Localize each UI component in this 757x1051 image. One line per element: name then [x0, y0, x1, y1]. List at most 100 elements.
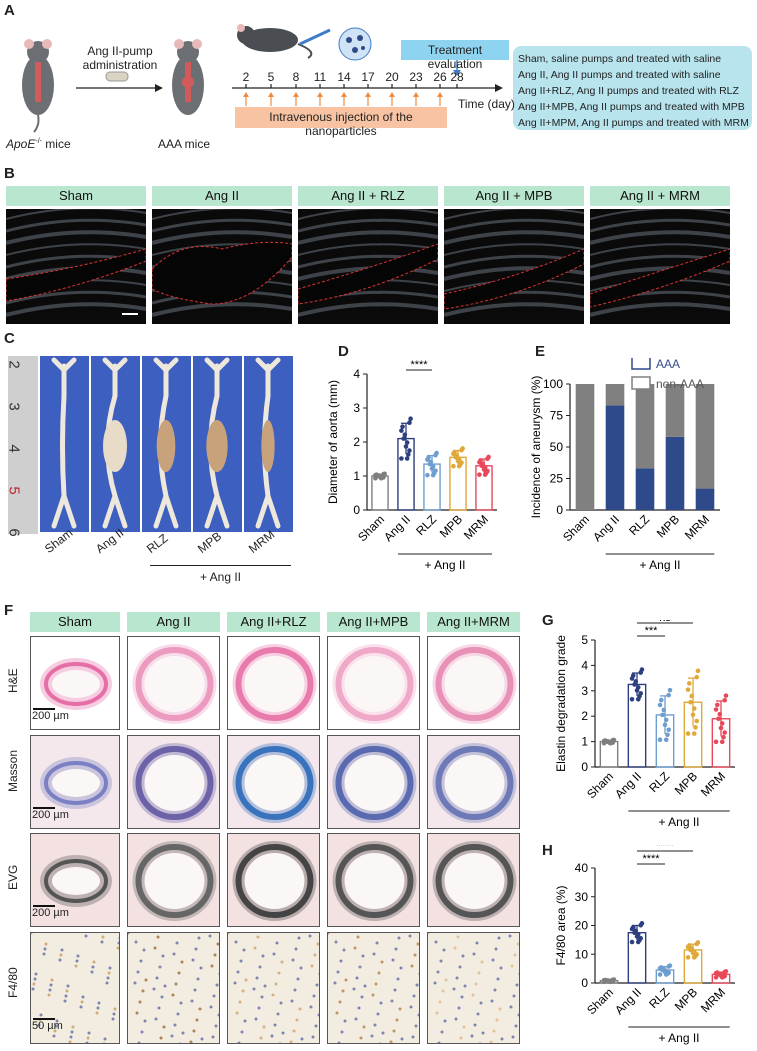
x-tick-label: RLZ: [646, 985, 672, 1011]
ultrasound-image: [152, 209, 292, 324]
y-tick-label: 3: [581, 684, 588, 698]
data-point: [630, 676, 635, 681]
pump-icon: [106, 72, 128, 81]
stacked-bar-aaa: [636, 468, 655, 510]
stacked-bar-non-aaa: [606, 384, 625, 405]
tissue-section: [128, 933, 220, 1044]
x-tick-label: Ang II: [381, 512, 413, 544]
data-point: [688, 700, 693, 705]
histology-image: [427, 636, 520, 730]
y-tick-label: 100: [543, 377, 563, 391]
y-tick-label: 5: [581, 633, 588, 647]
x-tick-label: MPB: [437, 512, 465, 540]
data-point: [693, 725, 698, 730]
ruler-number: 5: [6, 486, 23, 494]
data-point: [686, 945, 691, 950]
x-tick-label: Sham: [584, 769, 616, 801]
tissue-section: [428, 834, 520, 927]
y-tick-label: 4: [581, 658, 588, 672]
aorta-photo: [142, 356, 191, 532]
ultrasound-image: [6, 209, 146, 324]
x-tick-label: Sham: [560, 512, 592, 544]
legend-label: AAA: [656, 358, 680, 371]
injection-arrowhead: [293, 92, 299, 97]
legend-line: Sham, saline pumps and treated with sali…: [518, 51, 749, 67]
histology-image: [127, 932, 220, 1044]
ultrasound-texture: [152, 209, 292, 324]
legend-line: Ang II, Ang II pumps and treated with sa…: [518, 67, 749, 83]
histo-header-sham: Sham: [30, 612, 120, 632]
aorta-specimen: [193, 356, 242, 532]
data-point: [668, 688, 673, 693]
x-tick-label: RLZ: [646, 769, 672, 795]
tissue-section: [428, 736, 520, 829]
data-point: [602, 739, 607, 744]
mouse-icon: [22, 39, 54, 132]
data-point: [686, 687, 691, 692]
data-point: [427, 462, 432, 467]
data-point: [687, 681, 692, 686]
y-axis-label: Diameter of aorta (mm): [326, 380, 340, 504]
data-point: [658, 737, 663, 742]
aorta-specimen: [142, 356, 191, 532]
x-tick-label: Sham: [584, 985, 616, 1017]
y-tick-label: 10: [575, 947, 589, 961]
time-label: Time (day): [458, 97, 515, 111]
y-axis-label: F4/80 area (%): [554, 885, 568, 965]
bar: [372, 476, 388, 510]
data-point: [715, 703, 720, 708]
data-point: [451, 451, 456, 456]
y-tick-label: 25: [550, 472, 564, 486]
histo-header-mpb: Ang II+MPB: [327, 612, 420, 632]
x-tick-label: MRM: [698, 985, 728, 1015]
us-header-mrm: Ang II + MRM: [590, 186, 730, 206]
legend-line: Ang II+MPM, Ang II pumps and treated wit…: [518, 115, 749, 131]
injection-arrowhead: [317, 92, 323, 97]
day-label: 28: [447, 70, 467, 84]
stacked-bar-non-aaa: [696, 384, 715, 489]
x-tick-label: Ang II: [590, 512, 622, 544]
y-tick-label: 40: [575, 861, 589, 875]
data-point: [477, 460, 482, 465]
data-point: [720, 740, 725, 745]
data-point: [636, 697, 641, 702]
data-point: [457, 464, 462, 469]
x-tick-label: Sham: [355, 512, 387, 544]
histology-image: [127, 833, 220, 927]
significance-label: ns: [659, 620, 671, 624]
data-point: [632, 682, 637, 687]
aorta-photo: [193, 356, 242, 532]
stacked-bar-non-aaa: [576, 384, 595, 510]
injection-arrowhead: [413, 92, 419, 97]
y-tick-label: 20: [575, 919, 589, 933]
histology-image: [227, 735, 320, 829]
ultrasound-texture: [590, 209, 730, 324]
data-point: [630, 927, 635, 932]
y-axis-label: Incidence of aneurysm (%): [529, 376, 543, 519]
data-point: [407, 448, 412, 453]
significance-label: ****: [656, 845, 674, 852]
data-point: [658, 972, 663, 977]
data-point: [451, 464, 456, 469]
scale-label: 50 µm: [32, 1020, 63, 1032]
y-tick-label: 1: [581, 735, 588, 749]
tissue-section: [128, 834, 220, 927]
aorta-photo: [91, 356, 140, 532]
aorta-specimen: [40, 356, 89, 532]
data-point: [714, 707, 719, 712]
x-tick-label: MRM: [682, 512, 712, 542]
group-label: + Ang II: [658, 1031, 699, 1045]
data-point: [692, 955, 697, 960]
y-tick-label: 30: [575, 890, 589, 904]
us-header-sham: Sham: [6, 186, 146, 206]
histo-header-angii: Ang II: [127, 612, 220, 632]
legend-swatch: [632, 377, 650, 389]
tissue-section: [328, 834, 420, 927]
tissue-section: [228, 736, 320, 829]
y-tick-label: 50: [550, 440, 564, 454]
injection-arrowhead: [243, 92, 249, 97]
tissue-section: [228, 933, 320, 1044]
x-tick-label: MPB: [672, 985, 700, 1013]
x-tick-label: MPB: [654, 512, 682, 540]
